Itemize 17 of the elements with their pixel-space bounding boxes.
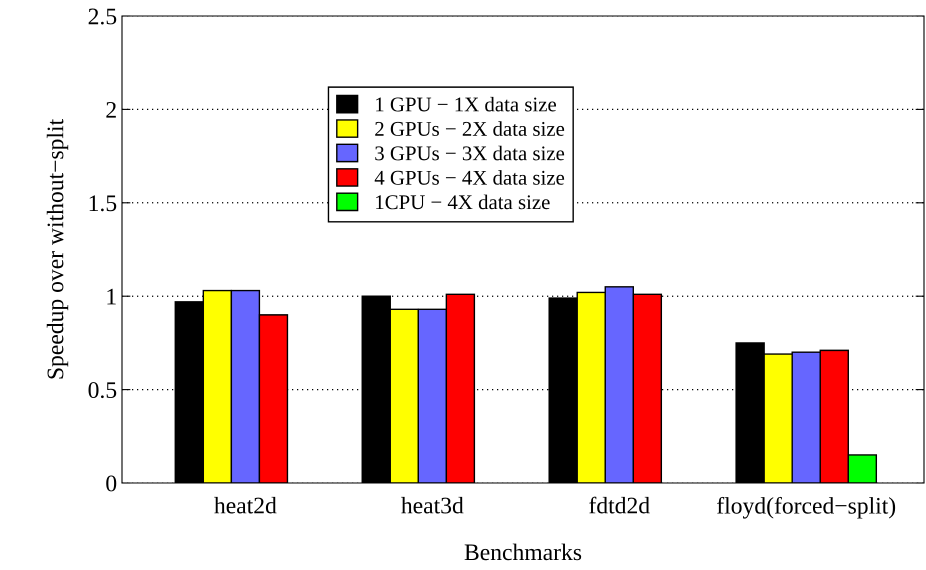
y-tick-label: 1: [107, 288, 116, 304]
y-tick-label: 2.5: [88, 8, 116, 25]
y-axis-title: Speedup over without−split: [46, 119, 68, 379]
legend-label: 1CPU − 4X data size: [376, 194, 550, 210]
x-axis-title: Benchmarks: [464, 544, 582, 560]
legend-label: 2 GPUs − 2X data size: [375, 121, 564, 136]
y-tick-label: 2: [106, 102, 116, 118]
x-tick-label: fdtd2d: [589, 496, 650, 514]
legend-label: 1 GPU − 1X data size: [376, 96, 556, 112]
legend-label: 4 GPUs − 4X data size: [374, 170, 564, 185]
y-tick-label: 0: [106, 475, 116, 492]
x-tick-label: heat3d: [401, 496, 464, 514]
x-tick-label: heat2d: [214, 496, 277, 514]
y-tick-label: 0.5: [88, 382, 116, 398]
legend-label: 3 GPUs − 3X data size: [375, 146, 564, 160]
x-tick-label: floyd(forced−split): [717, 496, 896, 519]
y-tick-label: 1.5: [90, 195, 116, 212]
